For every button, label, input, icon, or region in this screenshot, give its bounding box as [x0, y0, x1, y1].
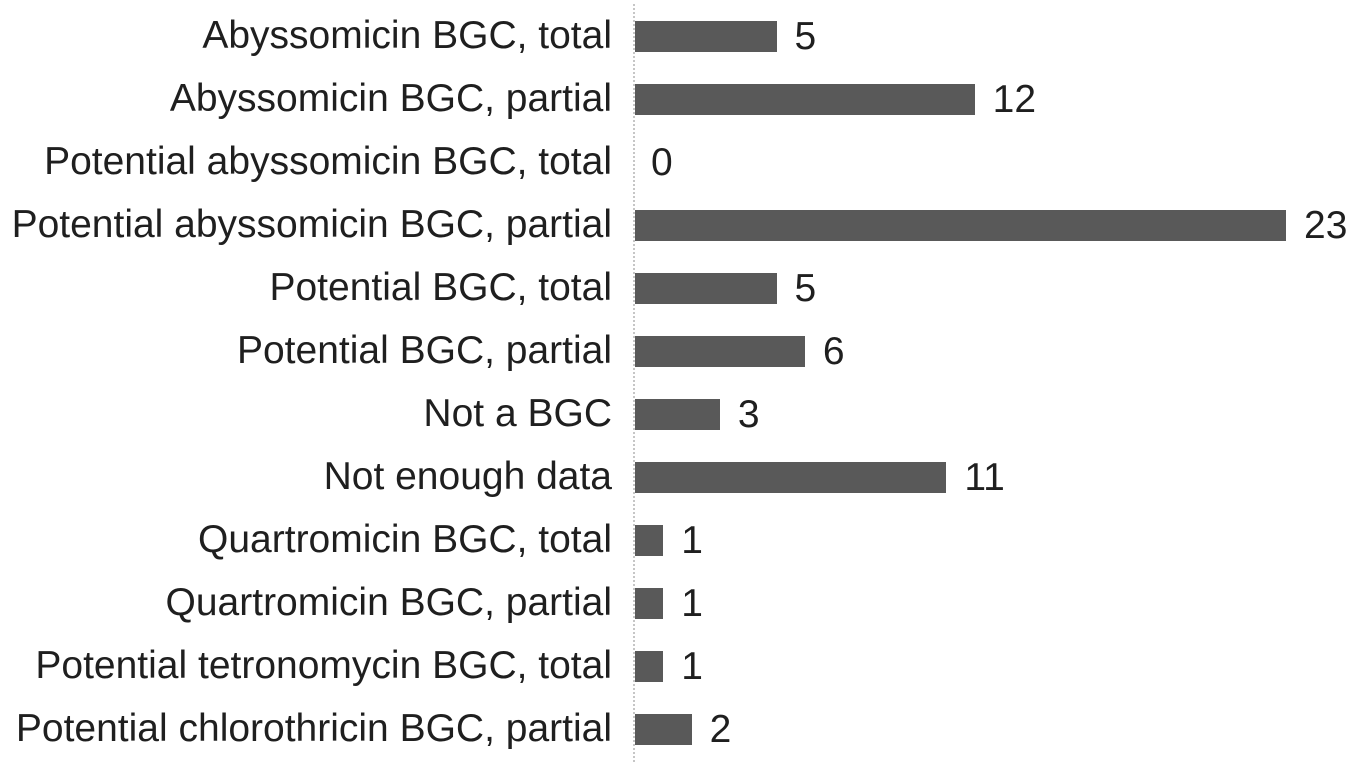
category-label: Abyssomicin BGC, partial [169, 78, 612, 121]
value-label: 5 [794, 266, 817, 310]
value-label: 6 [822, 329, 845, 373]
category-label: Potential abyssomicin BGC, total [44, 141, 612, 184]
chart-row: Abyssomicin BGC, total 5 [0, 5, 1351, 68]
bar-track: 1 [633, 572, 1351, 635]
bar [635, 84, 975, 115]
chart-row: Potential BGC, partial 6 [0, 320, 1351, 383]
bar [635, 651, 664, 682]
value-label: 12 [992, 77, 1037, 121]
category-label: Potential tetronomycin BGC, total [35, 645, 612, 688]
value-label: 11 [964, 455, 1005, 499]
value-label: 5 [794, 14, 817, 58]
value-label: 23 [1304, 203, 1348, 247]
bar-track: 11 [633, 446, 1351, 509]
chart-row: Not enough data 11 [0, 446, 1351, 509]
category-label: Potential BGC, partial [236, 330, 612, 373]
bar [635, 210, 1286, 241]
category-label: Not a BGC [423, 393, 612, 436]
value-label: 1 [681, 518, 703, 562]
bar-track: 3 [633, 383, 1351, 446]
chart-row: Potential abyssomicin BGC, total 0 [0, 131, 1351, 194]
chart-row: Quartromicin BGC, total 1 [0, 509, 1351, 572]
y-axis-line [633, 4, 635, 762]
value-label: 3 [737, 392, 760, 436]
bar-track: 23 [633, 194, 1351, 257]
category-label: Abyssomicin BGC, total [202, 15, 612, 58]
bar [635, 336, 805, 367]
bar [635, 21, 777, 52]
bar [635, 273, 777, 304]
chart-row: Abyssomicin BGC, partial 12 [0, 68, 1351, 131]
bar-track: 6 [633, 320, 1351, 383]
bar-track: 1 [633, 635, 1351, 698]
bar [635, 462, 947, 493]
chart-row: Not a BGC 3 [0, 383, 1351, 446]
bar-track: 1 [633, 509, 1351, 572]
category-label: Potential BGC, total [269, 267, 612, 310]
category-label: Quartromicin BGC, total [198, 519, 612, 562]
category-label: Potential abyssomicin BGC, partial [11, 204, 612, 247]
chart-row: Quartromicin BGC, partial 1 [0, 572, 1351, 635]
chart-row: Potential BGC, total 5 [0, 257, 1351, 320]
value-label: 1 [681, 644, 703, 688]
value-label: 0 [651, 140, 673, 184]
bar-track: 5 [633, 257, 1351, 320]
value-label: 2 [709, 707, 732, 751]
category-label: Not enough data [323, 456, 612, 499]
value-label: 1 [681, 581, 703, 625]
bar [635, 588, 664, 619]
category-label: Potential chlorothricin BGC, partial [15, 708, 612, 751]
bar-track: 12 [633, 68, 1351, 131]
bar-track: 2 [633, 698, 1351, 761]
bar [635, 399, 720, 430]
chart-row: Potential chlorothricin BGC, partial 2 [0, 698, 1351, 761]
chart-row: Potential tetronomycin BGC, total 1 [0, 635, 1351, 698]
bar-track: 5 [633, 5, 1351, 68]
chart-row: Potential abyssomicin BGC, partial 23 [0, 194, 1351, 257]
category-label: Quartromicin BGC, partial [165, 582, 612, 625]
bar-track: 0 [633, 131, 1351, 194]
bar [635, 525, 664, 556]
bar [635, 714, 692, 745]
